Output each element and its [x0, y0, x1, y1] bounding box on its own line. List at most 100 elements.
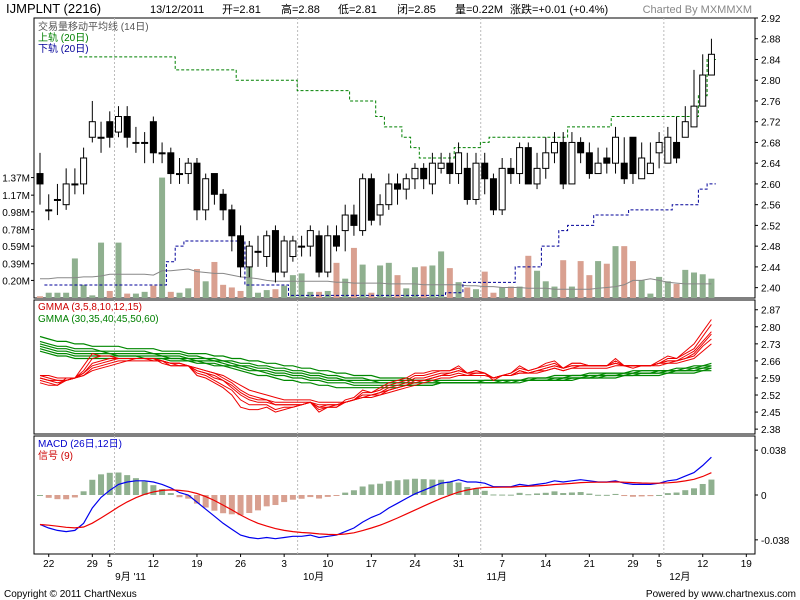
volume-bar: [63, 292, 70, 298]
gmma-axis-tick-label: 2.59: [761, 374, 781, 385]
candle-body: [106, 121, 114, 138]
legend-signal: 信号 (9): [38, 450, 73, 462]
macd-histogram-bar: [80, 491, 87, 495]
candle-body: [524, 147, 532, 185]
macd-histogram-bar: [542, 492, 549, 495]
gmma-short-line: [40, 343, 712, 403]
volume-bar: [438, 251, 445, 298]
macd-histogram-bar: [560, 493, 567, 495]
legend-lower-band: 下轨 (20日): [38, 42, 89, 55]
macd-axis-tick-label: 0: [761, 491, 767, 502]
candle-body: [149, 121, 157, 154]
quote-date: 13/12/2011: [150, 4, 204, 16]
candle-body: [315, 235, 323, 273]
x-axis-tick-label: 24: [409, 559, 421, 570]
candle-body: [263, 235, 271, 258]
volume-bar: [255, 292, 261, 298]
macd-axis-tick-label: 0.038: [761, 446, 786, 457]
macd-histogram-bar: [159, 489, 166, 495]
volume-bar: [150, 285, 157, 298]
quote-high: 高=2.88: [281, 2, 320, 16]
macd-histogram-bar: [647, 495, 654, 497]
macd-histogram-bar: [141, 481, 148, 495]
candle-body: [559, 141, 567, 185]
candle-body: [350, 214, 358, 226]
candle-body: [71, 183, 79, 186]
candle-body: [53, 198, 61, 201]
candle-body: [629, 136, 637, 175]
gmma-axis-tick-label: 2.52: [761, 391, 781, 402]
macd-histogram-bar: [237, 495, 244, 516]
macd-histogram-bar: [263, 495, 270, 507]
candle-body: [132, 141, 140, 144]
volume-bar: [324, 290, 331, 298]
x-axis-tick-label: 19: [191, 559, 203, 570]
volume-bar: [316, 291, 323, 298]
macd-histogram-bar: [202, 495, 209, 508]
volume-bar: [499, 287, 506, 298]
candle-body: [690, 105, 698, 128]
macd-histogram-bar: [167, 493, 174, 495]
macd-histogram-bar: [124, 475, 131, 495]
price-axis-tick-label: 2.44: [761, 263, 781, 274]
macd-histogram-bar: [621, 495, 628, 497]
volume-bar: [595, 261, 602, 298]
macd-histogram-bar: [359, 486, 366, 495]
price-axis-tick-label: 2.52: [761, 221, 781, 232]
price-axis-tick-label: 2.68: [761, 138, 781, 149]
candle-body: [550, 141, 558, 154]
candle-body: [542, 152, 550, 169]
volume-axis-tick-label: 0.98M: [2, 208, 30, 219]
macd-histogram-bar: [350, 490, 357, 495]
legend-gmma-long: GMMA (30,35,40,45,50,60): [38, 314, 159, 325]
volume-bar: [664, 281, 671, 298]
x-axis-tick-label: 29: [627, 559, 639, 570]
macd-histogram-bar: [455, 482, 462, 495]
x-axis-tick-label: 14: [540, 559, 552, 570]
candle-body: [167, 152, 175, 175]
candle-body: [594, 162, 602, 175]
candle-body: [498, 167, 506, 211]
volume-bar: [394, 275, 401, 298]
candle-body: [463, 167, 471, 200]
x-axis-month-label: 12月: [669, 571, 690, 583]
volume-bar: [385, 262, 392, 298]
candle-body: [306, 230, 314, 247]
macd-histogram-bar: [507, 494, 514, 496]
macd-histogram-bar: [307, 495, 314, 498]
candle-body: [533, 167, 541, 185]
volume-bar: [699, 274, 706, 298]
macd-histogram-bar: [516, 492, 523, 495]
volume-bar: [167, 291, 174, 298]
volume-axis-tick-label: 1.17M: [2, 191, 30, 202]
volume-bar: [516, 286, 523, 298]
volume-axis-tick-label: 0.59M: [2, 242, 30, 253]
price-axis-tick-label: 2.48: [761, 242, 781, 253]
x-axis-tick-label: 19: [741, 559, 753, 570]
volume-bar: [132, 293, 139, 298]
candle-body: [141, 141, 149, 144]
powered-by-link[interactable]: Powered by www.chartnexus.com: [646, 589, 796, 600]
x-axis-tick-label: 26: [235, 559, 247, 570]
macd-histogram-bar: [106, 472, 113, 495]
candle-body: [428, 162, 436, 185]
gmma-axis-tick-label: 2.38: [761, 425, 781, 436]
macd-histogram-bar: [71, 495, 78, 498]
macd-histogram-bar: [185, 495, 192, 499]
macd-axis-tick-label: -0.038: [761, 536, 790, 547]
x-axis-tick-label: 12: [697, 559, 709, 570]
macd-histogram-bar: [438, 479, 445, 495]
volume-bar: [220, 284, 227, 298]
candle-body: [271, 230, 279, 273]
volume-bar: [342, 278, 349, 298]
macd-histogram-bar: [368, 484, 375, 495]
candle-body: [699, 74, 707, 107]
volume-bar: [185, 288, 192, 298]
candle-body: [228, 209, 236, 237]
candle-body: [620, 162, 628, 180]
macd-histogram-bar: [551, 491, 558, 495]
candle-body: [202, 178, 210, 211]
macd-histogram-bar: [246, 495, 253, 514]
macd-histogram-bar: [289, 495, 296, 500]
